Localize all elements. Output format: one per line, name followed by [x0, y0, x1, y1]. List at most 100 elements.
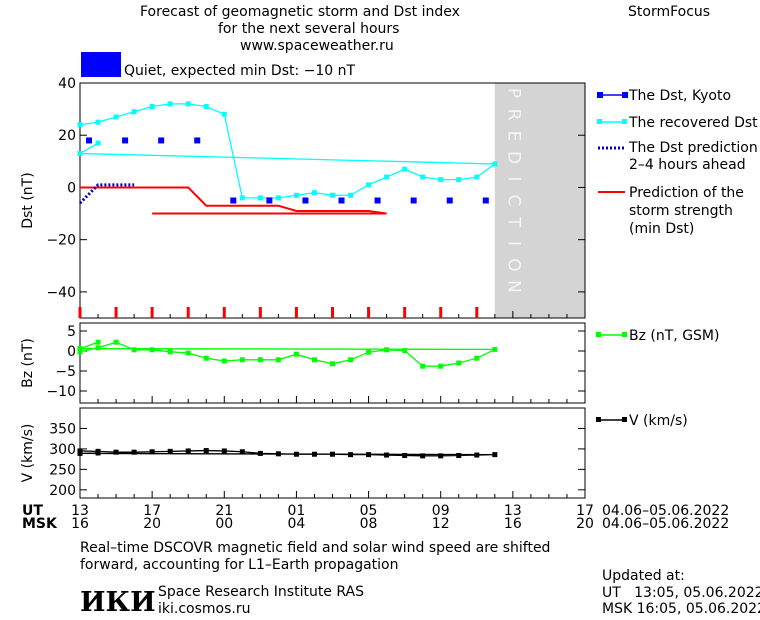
updated-label: Updated at: — [602, 568, 685, 584]
bz-point — [131, 347, 137, 353]
bz-point — [438, 363, 444, 369]
recovered-dst-point — [420, 174, 426, 180]
bz-point — [474, 355, 480, 361]
recovered-dst-point — [293, 192, 299, 198]
v-point — [456, 452, 462, 458]
bz-point — [239, 357, 245, 363]
v-point — [402, 452, 408, 458]
recovered-dst-point — [77, 151, 83, 156]
recovered-dst-point — [149, 104, 155, 109]
legend-storm-line2: storm strength — [629, 203, 733, 219]
legend-bz: Bz (nT, GSM) — [629, 328, 720, 344]
legend-dst-kyoto-marker — [597, 92, 603, 98]
bz-point — [420, 363, 426, 369]
bz-point — [492, 346, 498, 352]
v-point — [77, 450, 83, 456]
prediction-letter: C — [504, 195, 524, 207]
v-point — [293, 451, 299, 457]
series-v — [79, 449, 495, 457]
bz-point — [311, 357, 317, 363]
v-point — [420, 453, 426, 459]
title-line2: for the next several hours — [218, 21, 400, 37]
y-tick-label: 250 — [49, 462, 76, 478]
series-bz — [79, 341, 496, 367]
v-point — [239, 449, 245, 455]
recovered-dst-point — [185, 101, 191, 107]
bz-point — [348, 357, 354, 363]
recovered-dst-point — [438, 177, 444, 183]
msk-tick-label: 04 — [287, 516, 306, 532]
bz-point — [95, 339, 101, 345]
bz-point — [77, 346, 83, 352]
footer-note-line1: Real–time DSCOVR magnetic field and sola… — [80, 540, 551, 556]
v-point — [348, 452, 354, 458]
dst-kyoto-point — [374, 197, 381, 204]
v-point — [185, 448, 191, 454]
updated-ut: UT 13:05, 05.06.2022 — [602, 585, 760, 601]
bz-point — [149, 347, 155, 353]
prediction-letter: I — [504, 241, 524, 246]
bz-point — [456, 360, 462, 366]
recovered-dst-point — [275, 195, 281, 201]
legend-storm-line1: Prediction of the — [629, 185, 744, 201]
v-point — [311, 451, 317, 457]
ut-tick-label: 09 — [431, 503, 450, 519]
source-url[interactable]: www.spaceweather.ru — [240, 38, 394, 54]
msk-axis-label: MSK — [22, 516, 57, 532]
legend-recovered-dst: The recovered Dst — [629, 115, 758, 131]
series-dst-prediction — [78, 183, 135, 205]
prediction-letter: D — [504, 151, 524, 164]
bz-point — [95, 345, 101, 351]
v-point — [203, 448, 209, 454]
status-color-box — [81, 52, 121, 77]
ut-axis-label: UT — [22, 503, 43, 519]
y-tick-label: −10 — [46, 384, 76, 400]
recovered-dst-point — [95, 119, 101, 125]
v-point — [330, 451, 335, 457]
v-point — [221, 448, 227, 454]
dst-kyoto-point — [86, 137, 93, 144]
legend-bz-marker — [622, 332, 627, 337]
bz-point — [77, 349, 83, 355]
legend-v-marker — [622, 417, 627, 422]
bz-point — [384, 347, 390, 353]
recovered-dst-point — [221, 111, 227, 117]
dst-kyoto-point — [302, 197, 309, 204]
v-point — [438, 453, 444, 459]
dst-kyoto-point — [446, 197, 453, 204]
recovered-dst-point — [239, 195, 245, 201]
dst-kyoto-point — [122, 137, 129, 144]
recovered-dst-point — [113, 114, 119, 120]
prediction-letter: I — [504, 176, 524, 181]
v-point — [474, 452, 480, 458]
footer-note-line2: forward, accounting for L1–Earth propaga… — [80, 557, 399, 573]
v-point — [95, 450, 101, 456]
msk-tick-label: 00 — [215, 516, 234, 532]
prediction-letter: N — [504, 280, 524, 293]
y-tick-label: 200 — [49, 483, 76, 499]
brand-title: StormFocus — [628, 4, 711, 20]
ut-tick-label: 21 — [215, 503, 234, 519]
y-tick-label: −20 — [46, 233, 76, 249]
y-tick-label: 5 — [67, 324, 76, 340]
ut-tick-label: 17 — [143, 503, 162, 519]
prediction-letter: O — [504, 258, 524, 271]
recovered-dst-point — [77, 122, 83, 128]
recovered-dst-point — [384, 174, 390, 180]
ut-tick-label: 13 — [503, 503, 522, 519]
v-point — [257, 450, 263, 456]
v-point — [492, 452, 498, 458]
series-storm-strength — [80, 186, 387, 215]
v-point — [167, 448, 173, 454]
y-tick-label: 0 — [67, 344, 76, 360]
recovered-dst-point — [257, 195, 263, 201]
dst-kyoto-point — [338, 197, 345, 204]
legend-storm-line3: (min Dst) — [629, 221, 695, 237]
y-tick-label: 350 — [49, 421, 76, 437]
msk-date-range: 04.06–05.06.2022 — [602, 516, 730, 532]
v-point — [149, 449, 155, 455]
v-point — [113, 449, 119, 455]
institute-site[interactable]: iki.cosmos.ru — [158, 601, 251, 617]
